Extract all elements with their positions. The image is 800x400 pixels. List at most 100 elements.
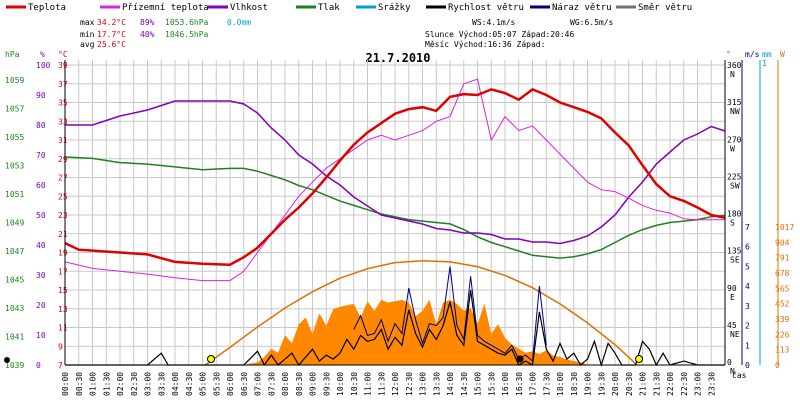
tick-label-celsius: 37 xyxy=(58,80,68,89)
x-tick-label: 03:30 xyxy=(157,372,166,396)
legend-label: Vlhkost xyxy=(230,3,268,13)
legend-item-rain: Srážky xyxy=(356,3,411,13)
tick-label-wm2: 452 xyxy=(775,300,790,309)
tick-label-celsius: 39 xyxy=(58,61,68,70)
tick-label-direction: 180 xyxy=(727,210,742,219)
tick-label-celsius: 13 xyxy=(58,305,68,314)
tick-label-hpa: 1057 xyxy=(5,105,24,114)
tick-label-pct: 100 xyxy=(36,61,51,70)
tick-label-pct: 20 xyxy=(36,301,46,310)
legend-item-wind: Rychlost větru xyxy=(426,3,524,13)
tick-label-direction: 90 xyxy=(727,284,737,293)
x-tick-label: 00:00 xyxy=(61,372,70,396)
x-tick-label: 02:30 xyxy=(130,372,139,396)
tick-label-pct: 80 xyxy=(36,121,46,130)
legend-label: Tlak xyxy=(318,3,340,13)
tick-label-wm2: 791 xyxy=(775,254,790,263)
x-tick-label: 17:30 xyxy=(542,372,551,396)
legend-label: Přízemní teplota xyxy=(122,3,209,13)
tick-label-wm2: 113 xyxy=(775,346,790,355)
x-tick-label: 08:00 xyxy=(281,372,290,396)
tick-label-direction: 270 xyxy=(727,135,742,144)
tick-label-celsius: 7 xyxy=(58,361,63,370)
legend-item-gust: Náraz větru xyxy=(530,3,612,13)
tick-label-wm2: 565 xyxy=(775,284,790,293)
series-pressure xyxy=(64,156,726,259)
series-solar-curve xyxy=(204,260,638,366)
tick-label-celsius: 15 xyxy=(58,286,68,295)
x-tick-label: 01:30 xyxy=(102,372,111,396)
legend: Teplota Přízemní teplota Vlhkost Tlak Sr… xyxy=(6,3,692,13)
sunrise-marker xyxy=(207,355,215,363)
tick-label-direction: 0 xyxy=(727,358,732,367)
tick-label-ms: 2 xyxy=(745,322,750,331)
x-tick-label: 10:00 xyxy=(336,372,345,396)
tick-label-wm2: 339 xyxy=(775,315,790,324)
tick-label-hpa: 1043 xyxy=(5,304,24,313)
x-tick-label: 19:30 xyxy=(597,372,606,396)
axis-label-ms: m/s xyxy=(745,50,760,59)
series-temp xyxy=(64,87,726,266)
tick-label-hpa: 1051 xyxy=(5,190,24,199)
x-tick-label: 23:00 xyxy=(694,372,703,396)
tick-label-direction: 135 xyxy=(727,247,742,256)
axis-label-celsius: °C xyxy=(58,50,68,59)
tick-label-direction-name: E xyxy=(730,293,735,302)
tick-label-pct: 50 xyxy=(36,211,46,220)
x-tick-label: 05:30 xyxy=(212,372,221,396)
tick-label-hpa: 1059 xyxy=(5,76,24,85)
series-humidity xyxy=(65,100,726,245)
x-tick-label: 12:30 xyxy=(405,372,414,396)
stats-max-rain: 0.0mm xyxy=(227,18,251,27)
x-tick-label: 21:00 xyxy=(639,372,648,396)
x-tick-label: 11:00 xyxy=(364,372,373,396)
tick-label-wm2: 904 xyxy=(775,238,790,247)
x-tick-label: 22:30 xyxy=(680,372,689,396)
x-tick-label: 04:00 xyxy=(171,372,180,396)
tick-label-direction-name: NE xyxy=(730,330,740,339)
x-tick-label: 09:00 xyxy=(309,372,318,396)
x-tick-label: 06:30 xyxy=(240,372,249,396)
tick-label-hpa: 1039 xyxy=(5,361,24,370)
tick-label-direction: 315 xyxy=(727,98,742,107)
tick-label-wm2: 226 xyxy=(775,330,790,339)
tick-label-direction-name: N xyxy=(730,367,735,376)
legend-label: Směr větru xyxy=(638,3,692,13)
stats-moon: Měsíc Východ:16:36 Západ: xyxy=(425,40,545,49)
x-tick-label: 01:00 xyxy=(89,372,98,396)
tick-label-celsius: 17 xyxy=(58,267,68,276)
tick-label-wm2: 678 xyxy=(775,269,790,278)
series-group xyxy=(64,78,726,368)
tick-label-celsius: 21 xyxy=(58,230,68,239)
tick-label-direction: 360 xyxy=(727,61,742,70)
legend-label: Teplota xyxy=(28,3,66,13)
tick-label-direction: 45 xyxy=(727,321,737,330)
x-tick-label: 14:30 xyxy=(460,372,469,396)
legend-item-pressure: Tlak xyxy=(296,3,340,13)
stats-sun: Slunce Východ:05:07 Západ:20:46 xyxy=(425,30,574,39)
x-axis-ticks: 00:00 00:30 01:00 01:30 02:00 02:30 03:00 03:30… xyxy=(61,372,716,396)
tick-label-celsius: 33 xyxy=(58,117,68,126)
tick-label-pct: 40 xyxy=(36,241,46,250)
x-tick-label: 11:30 xyxy=(377,372,386,396)
stats-min-temp: 17.7°C xyxy=(97,30,126,39)
tick-label-direction-name: NW xyxy=(730,107,740,116)
stats-avg-label: avg xyxy=(80,40,95,49)
axis-unit-labels: hPa % °C ° m/s mm W 1 čas xyxy=(5,50,785,380)
stats-max-label: max xyxy=(80,18,95,27)
tick-label-ms: 4 xyxy=(745,282,750,291)
series-wind xyxy=(65,290,725,368)
tick-label-hpa: 1047 xyxy=(5,247,24,256)
stats-block: max 34.2°C 89% 1053.6hPa 0.0mm min 17.7°… xyxy=(80,18,614,49)
tick-label-direction-name: S xyxy=(730,219,735,228)
x-tick-label: 00:30 xyxy=(75,372,84,396)
x-tick-label: 18:00 xyxy=(556,372,565,396)
chart-title: 21.7.2010 xyxy=(365,51,430,65)
x-tick-label: 17:00 xyxy=(529,372,538,396)
right-axes: 360N315NW270W225SW180S135SE90E45NE0N7654… xyxy=(727,60,794,376)
x-tick-label: 19:00 xyxy=(584,372,593,396)
x-tick-label: 16:00 xyxy=(501,372,510,396)
x-tick-label: 18:30 xyxy=(570,372,579,396)
x-tick-label: 16:30 xyxy=(515,372,524,396)
axis-rain-top: 1 xyxy=(762,59,767,68)
